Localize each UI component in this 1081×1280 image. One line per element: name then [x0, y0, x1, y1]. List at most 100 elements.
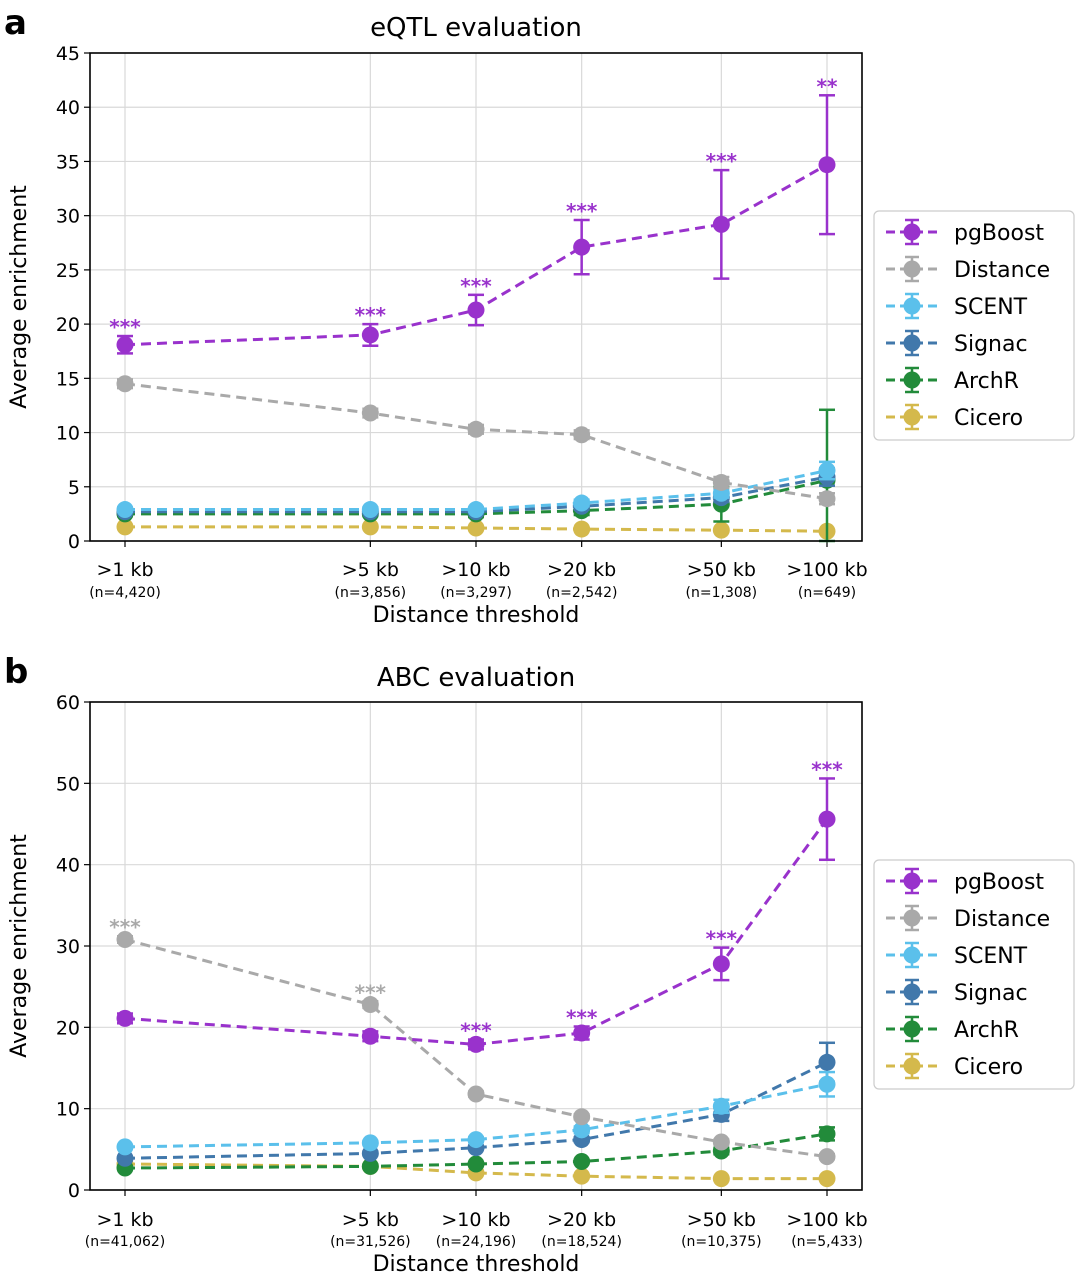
y-tick-label: 20	[56, 1017, 80, 1039]
panel-a: a eQTL evaluation 0 5 10 15 20 25 30 35 40 45 Averag…	[4, 3, 1075, 628]
data-point	[712, 955, 730, 973]
legend-item-distance: Distance	[886, 904, 1050, 932]
data-point	[467, 501, 485, 519]
data-point	[467, 301, 485, 319]
series-scent	[116, 1070, 836, 1156]
data-point	[573, 520, 591, 538]
data-point	[818, 1170, 836, 1188]
legend-marker	[903, 297, 921, 315]
x-sample-size-label: (n=10,375)	[681, 1234, 762, 1250]
legend-item-pgboost: pgBoost	[886, 867, 1044, 895]
series-line	[124, 938, 828, 1159]
series-line	[125, 525, 828, 533]
legend-marker	[903, 260, 921, 278]
y-tick-label: 25	[56, 260, 80, 282]
x-tick-label: >100 kb	[786, 1209, 867, 1231]
y-tick-label: 60	[56, 692, 80, 714]
series-line	[124, 818, 829, 1046]
data-point	[573, 494, 591, 512]
x-tick-label: >1 kb	[96, 559, 153, 581]
x-sample-size-label: (n=5,433)	[791, 1234, 863, 1250]
grid	[90, 701, 862, 1191]
data-point	[467, 1155, 485, 1173]
series-line	[124, 382, 828, 501]
data-point	[467, 1035, 485, 1053]
y-tick-label: 40	[56, 855, 80, 877]
y-tick-label: 10	[56, 1099, 80, 1121]
legend-item-archr: ArchR	[886, 1015, 1019, 1043]
y-tick-label: 40	[56, 97, 80, 119]
legend-label: pgBoost	[954, 221, 1044, 246]
legend-marker	[903, 223, 921, 241]
x-sample-size-label: (n=31,526)	[330, 1234, 411, 1250]
x-tick-label: >50 kb	[687, 1209, 756, 1231]
legend-item-cicero: Cicero	[886, 403, 1023, 431]
legend-label: ArchR	[954, 369, 1019, 394]
legend-marker	[903, 1057, 921, 1075]
panel-letter: a	[4, 3, 27, 43]
significance-label: ***	[566, 1006, 598, 1030]
legend-item-scent: SCENT	[886, 941, 1028, 969]
data-point	[361, 404, 379, 422]
significance-label: ***	[811, 757, 843, 781]
legend-marker	[903, 371, 921, 389]
y-axis-label: Average enrichment	[7, 185, 32, 409]
series-layer: *** *** *** *** *** ***	[109, 757, 843, 1188]
significance-label: ***	[109, 915, 141, 939]
data-point	[361, 996, 379, 1014]
significance-label: ***	[355, 303, 387, 327]
legend-item-signac: Signac	[886, 978, 1028, 1006]
y-axis: 0 10 20 30 40 50 60 Average enrichment	[7, 692, 90, 1202]
series-line	[124, 1132, 828, 1170]
data-point	[116, 1138, 134, 1156]
data-point	[818, 462, 836, 480]
data-point	[361, 501, 379, 519]
y-tick-label: 5	[68, 477, 80, 499]
data-point	[818, 1125, 836, 1143]
series-distance	[116, 375, 836, 508]
x-sample-size-label: (n=18,524)	[541, 1234, 622, 1250]
x-sample-size-label: (n=649)	[798, 585, 856, 601]
data-point	[818, 490, 836, 508]
chart-title: eQTL evaluation	[370, 13, 582, 43]
x-sample-size-label: (n=3,297)	[440, 585, 512, 601]
series-pgboost: *** *** *** ***	[116, 757, 843, 1053]
data-point	[712, 215, 730, 233]
legend: pgBoost Distance SCENT Signac ArchR Cicero	[873, 859, 1075, 1090]
y-tick-label: 15	[56, 368, 80, 390]
legend-label: ArchR	[954, 1018, 1019, 1043]
data-point	[116, 375, 134, 393]
data-point	[361, 1134, 379, 1152]
y-tick-label: 30	[56, 936, 80, 958]
x-tick-label: >5 kb	[342, 559, 399, 581]
x-tick-label: >20 kb	[547, 1209, 616, 1231]
data-point	[361, 1027, 379, 1045]
data-point	[712, 473, 730, 491]
y-tick-label: 30	[56, 206, 80, 228]
series-cicero	[116, 518, 836, 540]
data-point	[116, 501, 134, 519]
data-point	[818, 810, 836, 828]
significance-label: ***	[566, 199, 598, 223]
data-point	[116, 336, 134, 354]
significance-label: **	[817, 74, 838, 98]
x-sample-size-label: (n=3,856)	[335, 585, 407, 601]
legend-label: Distance	[954, 907, 1050, 932]
legend-marker	[903, 1020, 921, 1038]
data-point	[712, 1133, 730, 1151]
series-line	[125, 475, 828, 514]
data-point	[467, 519, 485, 537]
legend-item-signac: Signac	[886, 329, 1028, 357]
legend-marker	[903, 983, 921, 1001]
legend-label: Signac	[954, 981, 1028, 1006]
x-sample-size-label: (n=41,062)	[85, 1234, 166, 1250]
series-layer: *** **************	[109, 74, 838, 543]
significance-label: ***	[355, 980, 387, 1004]
x-tick-label: >20 kb	[547, 559, 616, 581]
legend-marker	[903, 909, 921, 927]
data-point	[818, 1075, 836, 1093]
series-archr	[116, 1125, 836, 1177]
series-pgboost: *** **************	[109, 74, 838, 355]
y-tick-label: 0	[68, 1180, 80, 1202]
